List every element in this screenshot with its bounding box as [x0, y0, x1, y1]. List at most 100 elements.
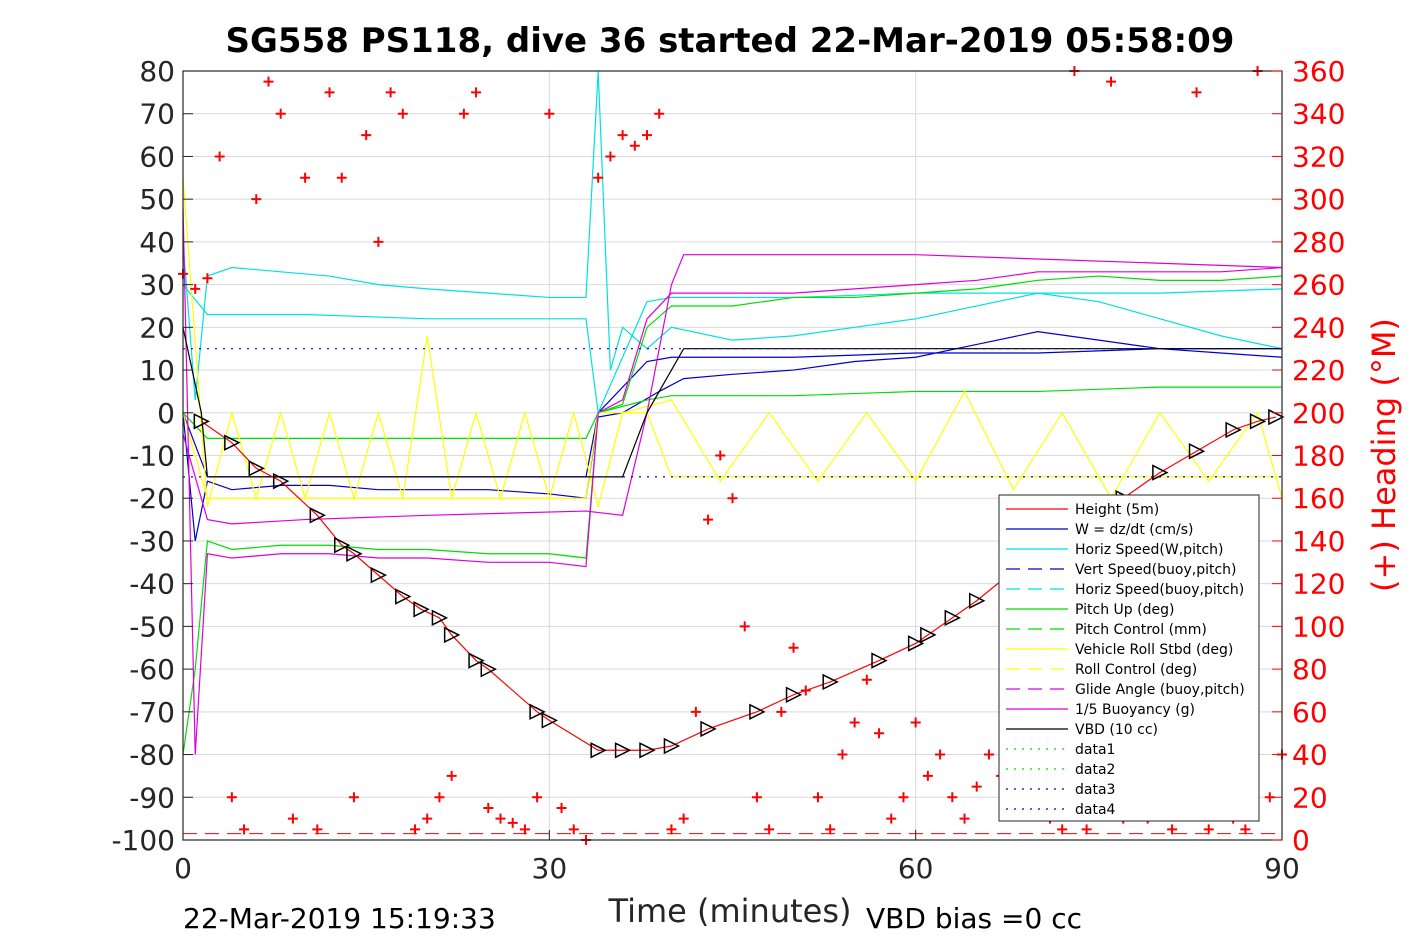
data-point-heading — [190, 283, 201, 294]
data-point-heading — [239, 824, 250, 835]
y-tick-label: -30 — [129, 525, 175, 558]
y2-tick-label: 120 — [1292, 568, 1345, 601]
y-tick-label: 70 — [139, 98, 175, 131]
data-point-height — [700, 720, 717, 738]
x-tick-label: 30 — [532, 852, 568, 885]
data-point-heading — [703, 514, 714, 525]
data-point-height — [663, 737, 681, 755]
data-point-heading — [263, 76, 274, 87]
data-point-heading — [324, 87, 335, 98]
y-tick-label: -100 — [111, 824, 175, 857]
data-point-heading — [519, 824, 530, 835]
data-point-heading — [1203, 824, 1214, 835]
data-point-heading — [947, 792, 958, 803]
data-point-heading — [410, 824, 421, 835]
legend-label-data3: data3 — [1075, 782, 1115, 798]
data-point-height — [468, 652, 485, 669]
data-point-heading — [629, 140, 640, 151]
data-point-heading — [300, 172, 311, 183]
y-tick-label: 50 — [139, 183, 175, 216]
legend-label-1-5-buoyancy-g: 1/5 Buoyancy (g) — [1075, 702, 1195, 718]
data-point-height — [920, 626, 937, 644]
y2-tick-label: 260 — [1292, 269, 1345, 302]
y2-tick-label: 60 — [1292, 696, 1328, 729]
data-point-heading — [275, 108, 286, 119]
series-pitch-up-deg — [182, 275, 1283, 755]
data-point-heading — [935, 749, 946, 760]
legend: Height (5m) W = dz/dt (cm/s) Horiz Speed(W… — [998, 494, 1260, 822]
legend-label-vehicle-roll-stbd-deg: Vehicle Roll Stbd (deg) — [1075, 642, 1233, 658]
data-point-height — [370, 566, 388, 584]
legend-label-pitch-up-deg: Pitch Up (deg) — [1075, 602, 1174, 618]
data-point-heading — [385, 87, 396, 98]
data-point-height — [309, 507, 326, 524]
y-tick-label: -50 — [129, 610, 175, 643]
data-point-heading — [800, 685, 811, 696]
data-point-height — [193, 413, 210, 430]
data-point-heading — [544, 108, 555, 119]
data-point-heading — [422, 813, 433, 824]
data-point-height — [639, 742, 656, 759]
data-point-height — [944, 609, 961, 627]
legend-label-data4: data4 — [1075, 802, 1116, 818]
data-point-heading — [361, 130, 372, 141]
data-point-heading — [727, 493, 738, 504]
y-tick-label: -40 — [129, 568, 175, 601]
data-point-height — [1268, 408, 1285, 426]
y-tick-label: 20 — [139, 311, 175, 344]
legend-label-roll-control-deg: Roll Control (deg) — [1075, 662, 1197, 678]
y2-tick-label: 360 — [1292, 55, 1345, 88]
data-point-heading — [556, 802, 567, 813]
legend-label-horiz-speed-buoy-pitch: Horiz Speed(buoy,pitch) — [1075, 582, 1244, 598]
y-tick-label: 10 — [139, 354, 175, 387]
data-point-height — [224, 434, 241, 451]
data-point-heading — [837, 749, 848, 760]
data-point-heading — [373, 236, 384, 247]
data-point-heading — [1240, 824, 1251, 835]
legend-label-height-5m: Height (5m) — [1075, 502, 1159, 518]
series-line-pitch-up-deg — [182, 275, 1283, 755]
legend-label-data1: data1 — [1075, 742, 1115, 758]
data-point-height — [248, 460, 265, 477]
data-point-heading — [617, 130, 628, 141]
data-point-heading — [483, 802, 494, 813]
y2-tick-label: 20 — [1292, 781, 1328, 814]
y2-tick-label: 300 — [1292, 183, 1345, 216]
data-point-height — [590, 742, 607, 759]
data-point-heading — [287, 813, 298, 824]
data-point-height — [1249, 413, 1267, 430]
footer-timestamp: 22-Mar-2019 15:19:33 — [183, 902, 496, 935]
series-line-pitch-control-mm — [182, 386, 1282, 440]
data-point-heading — [312, 824, 323, 835]
data-point-height — [480, 660, 497, 678]
data-point-heading — [751, 792, 762, 803]
y-tick-label: -80 — [129, 739, 175, 772]
data-point-heading — [971, 781, 982, 792]
data-point-heading — [874, 728, 885, 739]
data-point-height — [529, 703, 546, 721]
chart-title: SG558 PS118, dive 36 started 22-Mar-2019… — [226, 21, 1235, 61]
y2-tick-label: 160 — [1292, 482, 1345, 515]
data-point-heading — [434, 792, 445, 803]
legend-label-data2: data2 — [1075, 762, 1115, 778]
data-point-heading — [1106, 76, 1117, 87]
data-point-heading — [532, 792, 543, 803]
y2-tick-label: 200 — [1292, 397, 1345, 430]
data-point-heading — [214, 151, 225, 162]
data-point-height — [272, 472, 290, 490]
data-point-heading — [959, 813, 970, 824]
y-tick-label: 0 — [157, 397, 175, 430]
y-tick-label: 40 — [139, 226, 175, 259]
data-point-heading — [568, 824, 579, 835]
legend-label-vert-speed-buoy-pitch: Vert Speed(buoy,pitch) — [1075, 562, 1237, 578]
legend-label-w-dz-dt-cm-s: W = dz/dt (cm/s) — [1075, 522, 1194, 538]
legend-label-vbd-10-cc: VBD (10 cc) — [1075, 722, 1158, 738]
data-point-heading — [458, 108, 469, 119]
y2-tick-label: 100 — [1292, 610, 1345, 643]
y-tick-label: 60 — [139, 140, 175, 173]
legend-label-pitch-control-mm: Pitch Control (mm) — [1075, 622, 1207, 638]
data-point-heading — [788, 642, 799, 653]
y-axis-ticks: 80 70 60 50 40 30 20 10 0 -10 -20 -30 -40 -50 -60 -70 -8… — [111, 55, 193, 857]
data-point-heading — [861, 674, 872, 685]
